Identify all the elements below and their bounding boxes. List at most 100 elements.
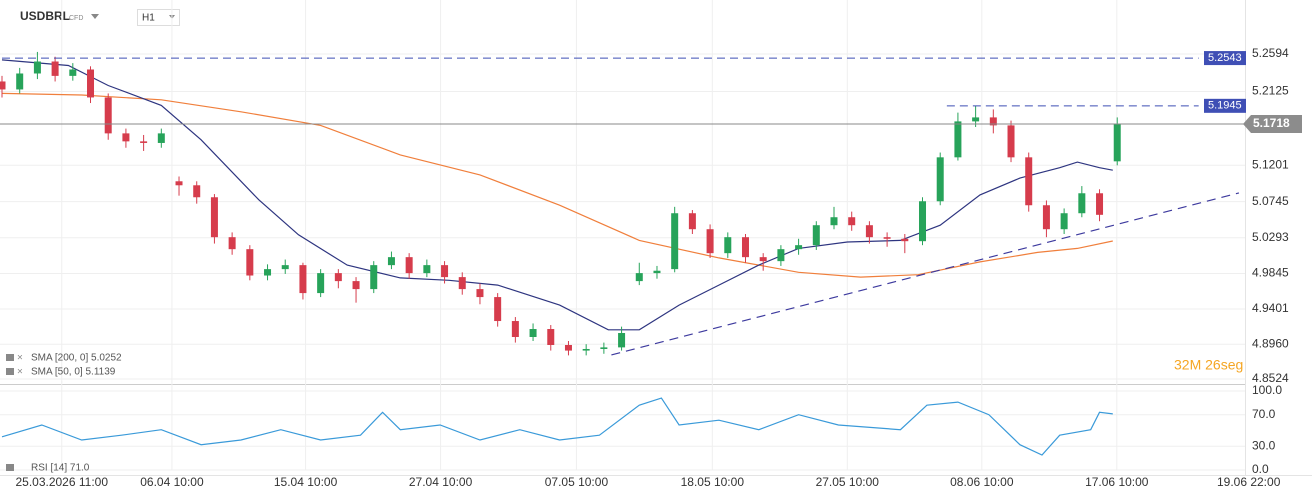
candle-body (547, 329, 555, 345)
candle-body (370, 265, 378, 290)
series-line (1, 92, 1113, 278)
legend-icon (6, 464, 14, 471)
y-tick-label: 70.0 (1252, 407, 1276, 421)
candle-body (972, 117, 980, 122)
candle-body (1078, 193, 1086, 214)
candle-body (759, 257, 767, 262)
series-line (1, 59, 1113, 331)
y-tick-label: 30.0 (1252, 438, 1276, 452)
y-tick-label: 4.8960 (1252, 336, 1289, 350)
legend-entry: SMA [50, 0] 5.1139 (31, 367, 116, 378)
candle-body (210, 197, 218, 238)
candle-body (16, 73, 24, 90)
y-tick-label: 100.0 (1252, 383, 1282, 397)
candle-body (193, 185, 201, 198)
x-tick-label: 15.04 10:00 (274, 475, 338, 489)
candle-body (441, 265, 449, 278)
candle-body (352, 281, 360, 290)
legend-icon (6, 354, 14, 361)
candle-body (175, 181, 183, 186)
candle-body (529, 329, 537, 338)
candle-body (741, 237, 749, 258)
candle-body (724, 237, 732, 254)
candle-body (264, 269, 272, 276)
y-tick-label: 5.0293 (1252, 230, 1289, 244)
y-tick-label: 5.0745 (1252, 194, 1289, 208)
candle-body (706, 229, 714, 254)
candle-body (87, 69, 95, 98)
candle-body (848, 217, 856, 226)
symbol-dropdown[interactable] (91, 14, 99, 19)
x-tick-label: 18.05 10:00 (681, 475, 745, 489)
candle-body (600, 347, 608, 349)
timeframe[interactable]: H1 (142, 13, 155, 24)
candle-body (919, 201, 927, 242)
candle-body (228, 237, 236, 250)
x-tick-label: 25.03.2026 11:00 (15, 475, 108, 489)
current-price-label: 5.1718 (1253, 116, 1290, 130)
x-tick-label: 08.06 10:00 (950, 475, 1014, 489)
candle-body (1042, 205, 1050, 230)
level-label: 5.2543 (1208, 52, 1242, 64)
candle-body (387, 257, 395, 266)
candle-body (795, 245, 803, 250)
candle-body (989, 117, 997, 126)
timer: 32M 26seg (1174, 357, 1243, 373)
trendline (611, 192, 1240, 356)
x-tick-label: 06.04 10:00 (140, 475, 204, 489)
candle-body (936, 157, 944, 202)
candle-body (1025, 157, 1033, 206)
candle-body (458, 277, 466, 290)
candle-body (635, 273, 643, 282)
level-label: 5.1945 (1208, 100, 1242, 112)
candle-body (317, 273, 325, 294)
candle-body (299, 265, 307, 294)
candle-body (901, 238, 909, 242)
candle-body (140, 141, 148, 143)
y-tick-label: 5.2125 (1252, 84, 1289, 98)
current-price-box (1243, 114, 1302, 133)
candle-body (954, 121, 962, 158)
candle-body (51, 61, 59, 76)
candle-body (281, 265, 289, 270)
candle-body (0, 81, 6, 90)
x-tick-label: 27.05 10:00 (816, 475, 880, 489)
timeframe-select[interactable] (137, 9, 180, 26)
legend-entry: SMA [200, 0] 5.0252 (31, 353, 122, 364)
symbol[interactable]: USDBRL (20, 9, 70, 23)
series-line (1, 397, 1113, 456)
legend-close: × (17, 367, 23, 378)
candle-body (511, 321, 519, 338)
candle-body (334, 273, 342, 282)
level-label-box (1204, 98, 1246, 113)
candle-body (157, 133, 165, 143)
candle-body (476, 289, 484, 298)
candle-body (688, 213, 696, 230)
legend-close: × (17, 353, 23, 364)
candle-body (122, 133, 130, 142)
legend-entry: RSI [14] 71.0 (31, 463, 90, 474)
candle-body (246, 249, 254, 276)
candle-body (1060, 213, 1068, 230)
candle-body (618, 333, 626, 348)
legend-icon (6, 368, 14, 375)
candle-body (405, 257, 413, 274)
candle-body (564, 344, 572, 351)
candle-body (671, 213, 679, 270)
candle-body (69, 69, 77, 76)
candle-body (812, 225, 820, 246)
candle-body (830, 217, 838, 226)
x-tick-label: 27.04 10:00 (409, 475, 473, 489)
y-tick-label: 0.0 (1252, 462, 1269, 476)
x-tick-label: 07.05 10:00 (545, 475, 609, 489)
y-tick-label: 4.8524 (1252, 371, 1289, 385)
candle-body (582, 348, 590, 351)
y-tick-label: 5.2594 (1252, 46, 1289, 60)
y-tick-label: 4.9401 (1252, 301, 1289, 315)
candle-body (883, 237, 891, 239)
level-label-box (1204, 51, 1246, 66)
candle-body (1113, 123, 1121, 162)
